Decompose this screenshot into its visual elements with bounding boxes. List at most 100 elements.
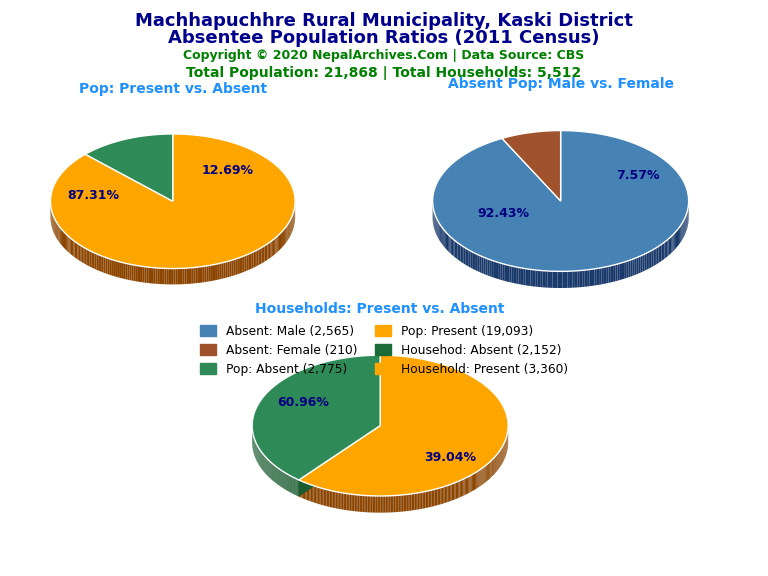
Polygon shape [488, 463, 489, 480]
Polygon shape [325, 489, 326, 506]
Polygon shape [376, 496, 377, 513]
Polygon shape [306, 483, 308, 501]
Polygon shape [313, 486, 315, 503]
Polygon shape [453, 483, 455, 500]
Polygon shape [599, 268, 601, 285]
Polygon shape [461, 480, 462, 497]
Polygon shape [446, 486, 448, 503]
Polygon shape [446, 232, 447, 250]
Polygon shape [284, 228, 285, 245]
Polygon shape [484, 257, 485, 275]
Polygon shape [658, 245, 660, 263]
Polygon shape [76, 242, 78, 259]
Polygon shape [545, 271, 548, 287]
Polygon shape [321, 488, 322, 505]
Polygon shape [343, 493, 345, 510]
Polygon shape [538, 270, 540, 287]
Polygon shape [262, 247, 263, 263]
Polygon shape [413, 494, 415, 510]
Polygon shape [444, 230, 445, 248]
Polygon shape [59, 226, 60, 244]
Polygon shape [213, 264, 215, 281]
Polygon shape [675, 232, 676, 249]
Polygon shape [371, 496, 372, 513]
Polygon shape [644, 253, 647, 271]
Polygon shape [435, 489, 436, 506]
Polygon shape [405, 494, 406, 511]
Polygon shape [674, 233, 675, 251]
Polygon shape [276, 236, 278, 253]
Polygon shape [155, 268, 157, 284]
Polygon shape [202, 266, 204, 282]
Polygon shape [298, 480, 299, 497]
Polygon shape [273, 239, 274, 256]
Polygon shape [329, 490, 331, 507]
Polygon shape [389, 496, 390, 513]
Polygon shape [176, 268, 178, 285]
Polygon shape [511, 266, 514, 283]
Title: Households: Present vs. Absent: Households: Present vs. Absent [256, 302, 505, 316]
Polygon shape [387, 496, 389, 513]
Polygon shape [415, 493, 416, 510]
Polygon shape [217, 263, 219, 280]
Polygon shape [84, 248, 86, 265]
Polygon shape [439, 223, 440, 241]
Polygon shape [488, 259, 490, 276]
Polygon shape [485, 465, 486, 482]
Polygon shape [198, 267, 200, 283]
Polygon shape [359, 495, 361, 512]
Polygon shape [438, 488, 439, 505]
Polygon shape [562, 271, 565, 288]
Polygon shape [465, 478, 466, 495]
Polygon shape [466, 478, 467, 495]
Polygon shape [439, 488, 440, 505]
Polygon shape [164, 268, 167, 285]
Polygon shape [518, 267, 521, 285]
Polygon shape [479, 469, 481, 487]
Polygon shape [572, 271, 575, 287]
Polygon shape [516, 267, 518, 284]
Polygon shape [167, 268, 169, 285]
Polygon shape [253, 251, 255, 268]
Polygon shape [73, 240, 74, 257]
Text: Absentee Population Ratios (2011 Census): Absentee Population Ratios (2011 Census) [168, 29, 600, 47]
Polygon shape [402, 495, 403, 511]
Polygon shape [147, 267, 149, 283]
Polygon shape [462, 246, 464, 264]
Polygon shape [180, 268, 182, 285]
Polygon shape [461, 245, 462, 263]
Polygon shape [204, 266, 207, 282]
Polygon shape [221, 263, 223, 279]
Polygon shape [215, 264, 217, 281]
Polygon shape [449, 484, 450, 502]
Text: 60.96%: 60.96% [277, 396, 329, 409]
Polygon shape [472, 252, 474, 270]
Polygon shape [660, 244, 661, 262]
Polygon shape [400, 495, 402, 511]
Polygon shape [237, 258, 239, 274]
Polygon shape [117, 261, 119, 278]
Polygon shape [580, 270, 582, 287]
Polygon shape [459, 244, 461, 262]
Polygon shape [458, 481, 459, 498]
Polygon shape [182, 268, 184, 284]
Polygon shape [104, 257, 105, 273]
Polygon shape [490, 461, 491, 479]
Polygon shape [403, 495, 405, 511]
Polygon shape [535, 270, 538, 287]
Polygon shape [349, 494, 351, 511]
Polygon shape [482, 256, 484, 274]
Polygon shape [211, 265, 213, 281]
Polygon shape [433, 490, 435, 506]
Polygon shape [480, 256, 482, 273]
Polygon shape [304, 482, 306, 499]
Polygon shape [58, 225, 59, 242]
Polygon shape [445, 486, 446, 503]
Polygon shape [679, 226, 680, 244]
Polygon shape [492, 459, 493, 476]
Polygon shape [584, 270, 588, 287]
Polygon shape [123, 263, 125, 279]
Polygon shape [187, 268, 189, 284]
Polygon shape [223, 262, 225, 278]
Polygon shape [372, 496, 374, 513]
